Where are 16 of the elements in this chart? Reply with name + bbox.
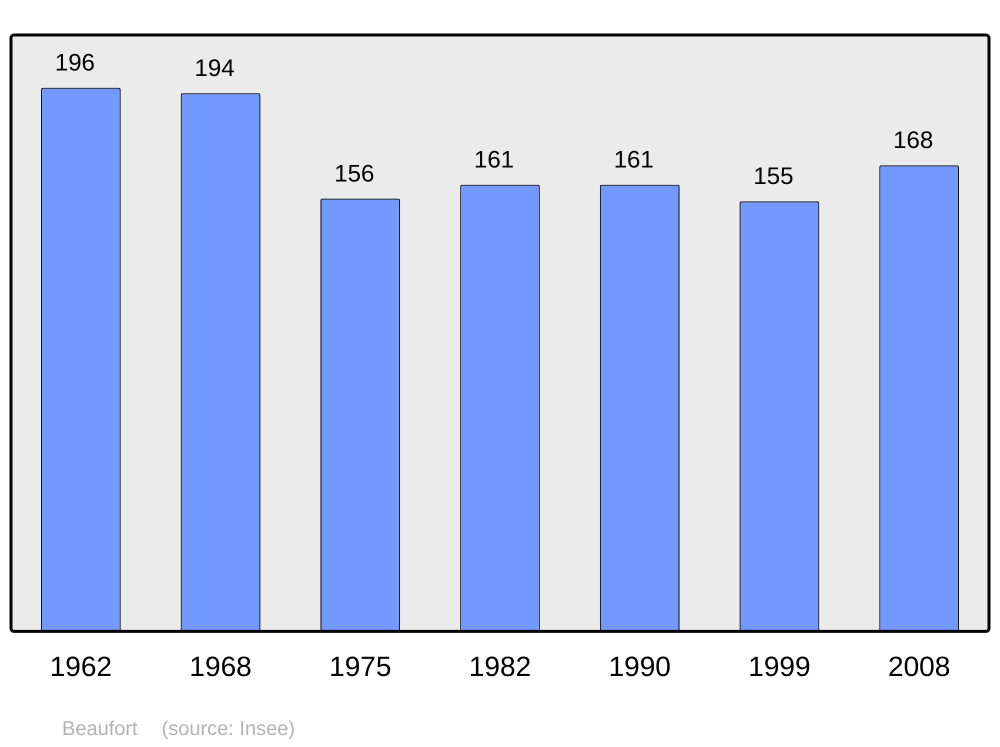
x-tick-label: 1968 — [189, 650, 252, 682]
x-tick-label: 1975 — [329, 650, 392, 682]
text: Beaufort — [62, 718, 138, 740]
data-label: 196 — [54, 49, 95, 76]
data-label: 161 — [474, 146, 514, 174]
x-tick-label: 1999 — [748, 650, 811, 682]
text: (source: Insee) — [162, 718, 295, 740]
x-tick-label: 1962 — [50, 650, 112, 682]
data-label: 155 — [753, 163, 794, 190]
x-tick-label: 1990 — [608, 650, 671, 682]
data-label: 194 — [194, 54, 235, 82]
x-tick-label: 1982 — [468, 650, 532, 682]
data-label: 168 — [893, 127, 934, 154]
data-label: 156 — [334, 160, 374, 188]
x-tick-label: 2008 — [888, 650, 950, 682]
data-label: 161 — [614, 146, 654, 174]
